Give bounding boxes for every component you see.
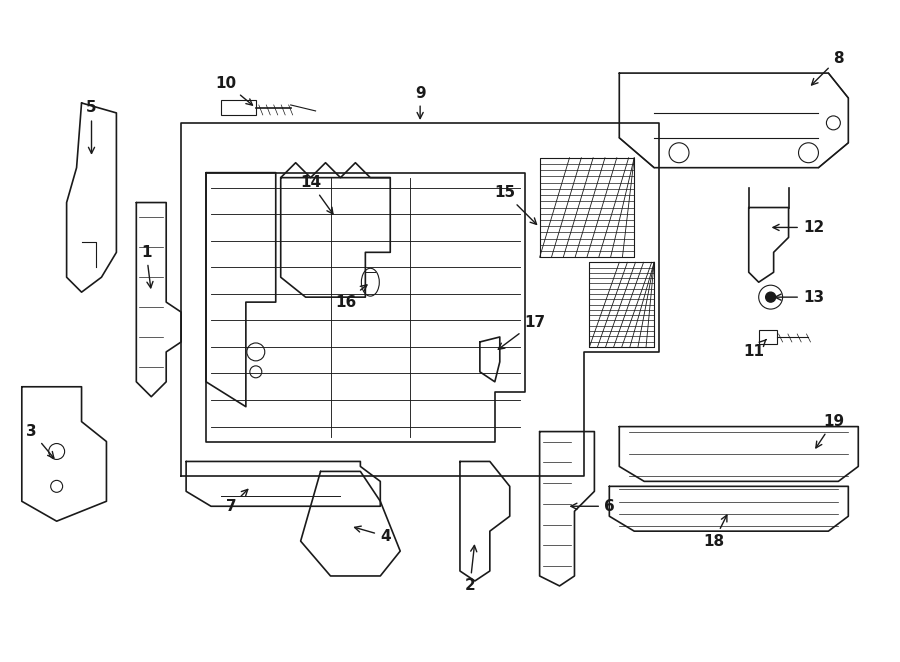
Text: 5: 5 — [86, 101, 97, 154]
Text: 9: 9 — [415, 85, 426, 118]
Bar — [221, 100, 256, 115]
Text: 8: 8 — [812, 51, 843, 85]
Text: 12: 12 — [773, 220, 824, 235]
Text: 6: 6 — [571, 498, 615, 514]
Bar — [759, 330, 777, 344]
Text: 19: 19 — [816, 414, 844, 448]
Text: 11: 11 — [743, 340, 766, 359]
Text: 1: 1 — [141, 245, 153, 288]
Text: 3: 3 — [26, 424, 54, 458]
Text: 13: 13 — [775, 290, 824, 305]
Text: 2: 2 — [464, 545, 477, 593]
Text: 17: 17 — [499, 314, 545, 350]
Text: 4: 4 — [355, 526, 391, 544]
Circle shape — [766, 292, 776, 302]
Text: 10: 10 — [215, 75, 253, 105]
Text: 16: 16 — [335, 285, 367, 310]
Text: 15: 15 — [494, 185, 536, 224]
Text: 7: 7 — [226, 489, 248, 514]
Text: 18: 18 — [703, 515, 727, 549]
Text: 14: 14 — [300, 175, 333, 214]
